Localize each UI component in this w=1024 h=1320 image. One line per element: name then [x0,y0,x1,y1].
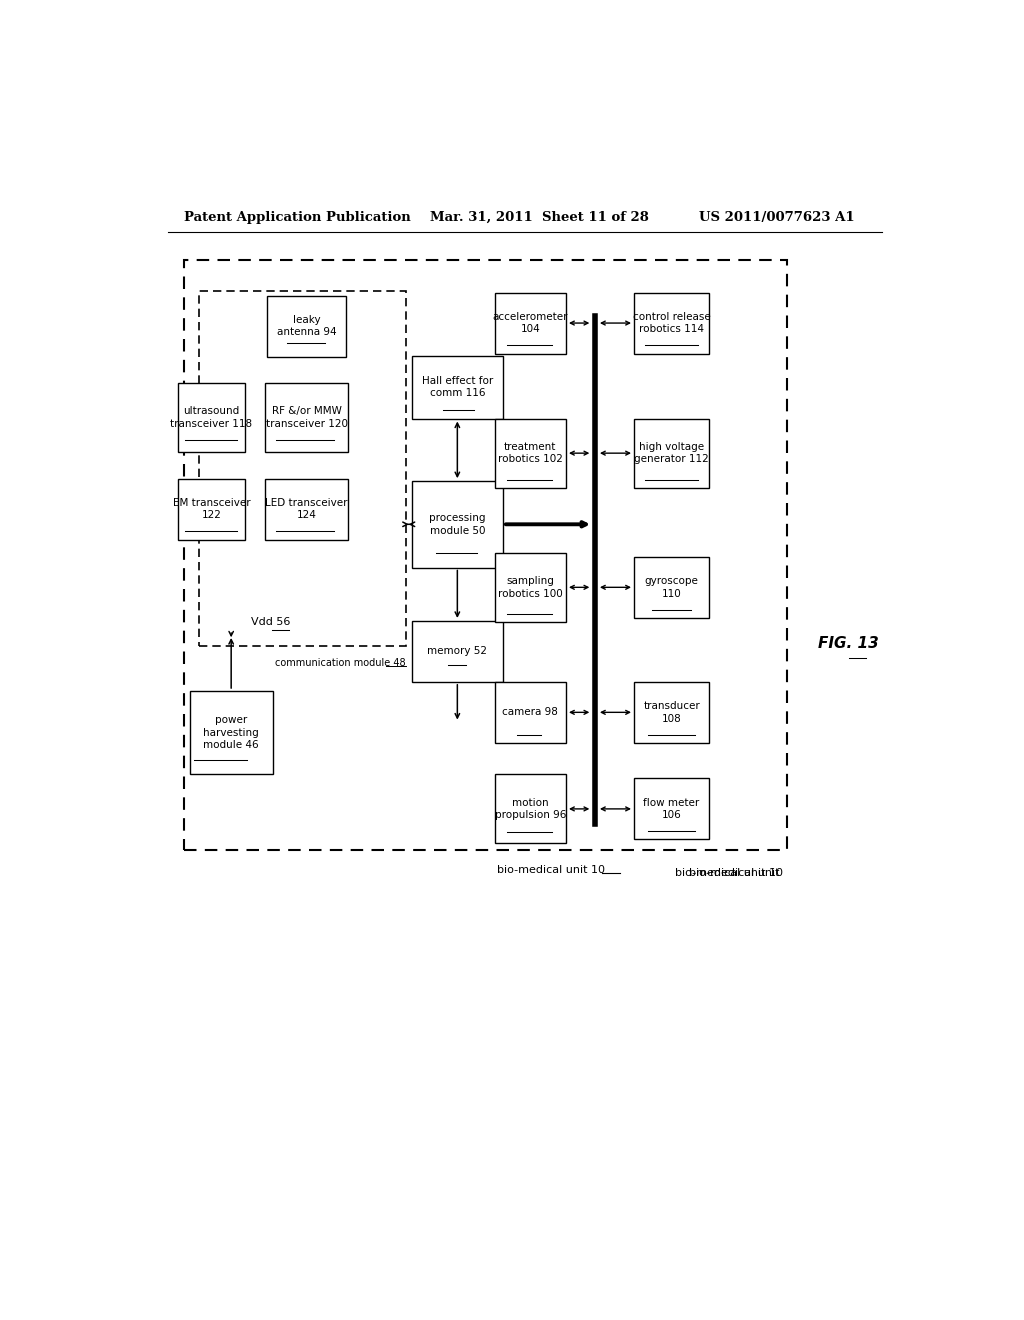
Text: accelerometer
104: accelerometer 104 [493,312,568,334]
Text: processing
module 50: processing module 50 [429,513,485,536]
Text: FIG. 13: FIG. 13 [818,636,880,651]
Text: communication module 48: communication module 48 [275,659,406,668]
Text: Vdd 56: Vdd 56 [251,616,291,627]
Bar [634,418,710,487]
Text: RF &/or MMW
transceiver 120: RF &/or MMW transceiver 120 [265,407,347,429]
Text: bio-medical unit 10: bio-medical unit 10 [498,865,605,875]
Text: control release
robotics 114: control release robotics 114 [633,312,711,334]
Text: high voltage
generator 112: high voltage generator 112 [634,442,709,465]
Text: power
harvesting
module 46: power harvesting module 46 [204,715,259,750]
Bar [495,418,566,487]
Bar [634,293,710,354]
Text: flow meter
106: flow meter 106 [643,797,699,820]
Text: bio-medical unit  10: bio-medical unit 10 [671,867,782,878]
Text: memory 52: memory 52 [427,647,487,656]
Bar [634,557,710,618]
Text: Mar. 31, 2011  Sheet 11 of 28: Mar. 31, 2011 Sheet 11 of 28 [430,211,648,224]
Text: sampling
robotics 100: sampling robotics 100 [498,576,563,598]
Text: transducer
108: transducer 108 [643,701,700,723]
Bar [495,682,566,743]
Bar [634,682,710,743]
Text: bio-medical unit 10: bio-medical unit 10 [675,867,782,878]
Bar [495,553,566,622]
Bar [177,383,245,453]
Text: leaky
antenna 94: leaky antenna 94 [276,315,336,338]
Bar [177,479,245,540]
Text: gyroscope
110: gyroscope 110 [645,576,698,598]
Text: camera 98: camera 98 [503,708,558,717]
Text: LED transceiver
124: LED transceiver 124 [265,498,348,520]
Bar [412,355,503,418]
Text: Patent Application Publication: Patent Application Publication [183,211,411,224]
Text: treatment
robotics 102: treatment robotics 102 [498,442,563,465]
Text: motion
propulsion 96: motion propulsion 96 [495,797,566,820]
Bar [495,775,566,843]
Bar [412,480,503,568]
Text: Hall effect for
comm 116: Hall effect for comm 116 [422,376,493,399]
Text: EM transceiver
122: EM transceiver 122 [172,498,250,520]
Bar [267,296,346,356]
Text: ultrasound
transceiver 118: ultrasound transceiver 118 [170,407,252,429]
Bar [265,383,348,453]
Text: bio-medical unit: bio-medical unit [689,867,782,878]
Text: US 2011/0077623 A1: US 2011/0077623 A1 [699,211,855,224]
Bar [265,479,348,540]
Bar [412,620,503,682]
Bar [189,690,272,775]
Bar [200,290,406,647]
Bar [495,293,566,354]
Bar [634,779,710,840]
Bar [183,260,786,850]
